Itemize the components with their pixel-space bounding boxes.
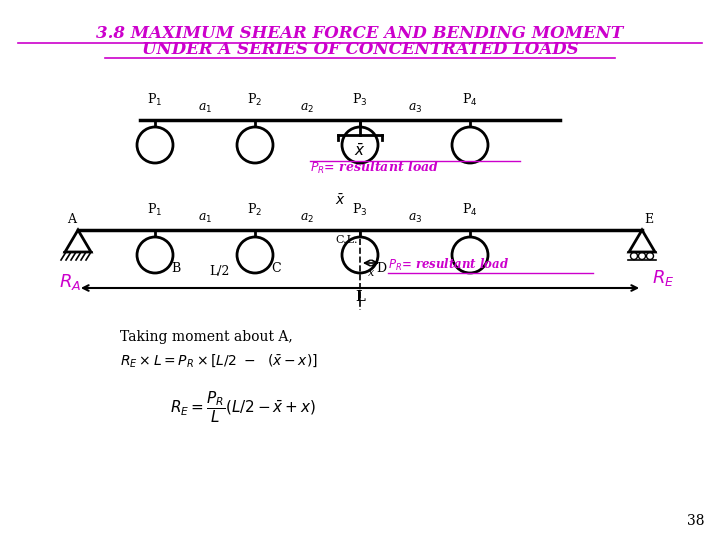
Text: C.L.: C.L. (336, 235, 358, 245)
Text: P$_2$: P$_2$ (248, 92, 263, 108)
Text: P$_2$: P$_2$ (248, 202, 263, 218)
Text: D: D (376, 262, 386, 275)
Text: $R_E = \dfrac{P_R}{L}(L/2 - \bar{x} + x)$: $R_E = \dfrac{P_R}{L}(L/2 - \bar{x} + x)… (170, 390, 316, 426)
Text: P$_1$: P$_1$ (148, 202, 163, 218)
Text: a$_1$: a$_1$ (198, 212, 212, 225)
Text: L/2: L/2 (209, 266, 229, 279)
Text: a$_2$: a$_2$ (300, 102, 315, 115)
Text: A: A (67, 213, 76, 226)
Text: a$_1$: a$_1$ (198, 102, 212, 115)
Text: C: C (271, 262, 281, 275)
Text: UNDER A SERIES OF CONCENTRATED LOADS: UNDER A SERIES OF CONCENTRATED LOADS (142, 41, 578, 58)
Text: 38: 38 (688, 514, 705, 528)
Text: a$_3$: a$_3$ (408, 212, 422, 225)
Text: a$_3$: a$_3$ (408, 102, 422, 115)
Text: P$_4$: P$_4$ (462, 92, 478, 108)
Text: $R_A$: $R_A$ (59, 272, 81, 292)
Text: $R_E$: $R_E$ (652, 268, 675, 288)
Text: $\bar{x}$: $\bar{x}$ (335, 193, 346, 208)
Text: E: E (644, 213, 653, 226)
Text: $\bar{x}$: $\bar{x}$ (354, 143, 366, 159)
Text: P$_4$: P$_4$ (462, 202, 478, 218)
Text: L: L (355, 290, 365, 304)
Text: 3.8 MAXIMUM SHEAR FORCE AND BENDING MOMENT: 3.8 MAXIMUM SHEAR FORCE AND BENDING MOME… (96, 25, 624, 42)
Text: B: B (171, 262, 180, 275)
Text: P$_3$: P$_3$ (352, 92, 368, 108)
Text: P$_1$: P$_1$ (148, 92, 163, 108)
Text: Taking moment about A,: Taking moment about A, (120, 330, 293, 344)
Text: a$_2$: a$_2$ (300, 212, 315, 225)
Text: $P_R$= resultant load: $P_R$= resultant load (388, 257, 509, 273)
Text: P$_3$: P$_3$ (352, 202, 368, 218)
Text: $R_E \times L = P_R \times [L/2\ -\ \ (\bar{x} - x)]$: $R_E \times L = P_R \times [L/2\ -\ \ (\… (120, 352, 318, 369)
Text: $P_R$= resultant load: $P_R$= resultant load (310, 160, 439, 176)
Text: x: x (368, 268, 374, 278)
